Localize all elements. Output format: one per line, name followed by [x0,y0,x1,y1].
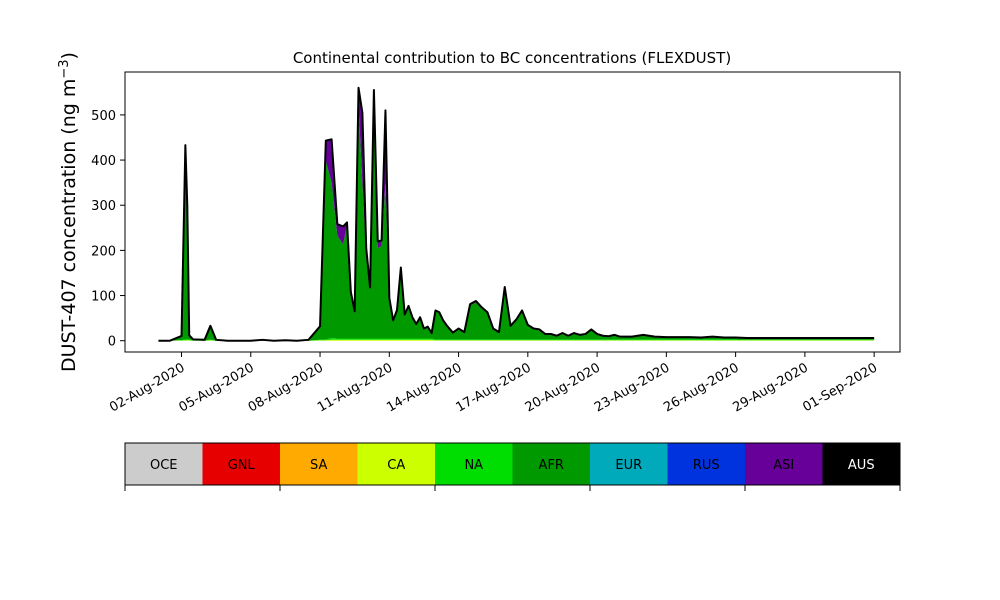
x-tick-label: 08-Aug-2020 [246,360,326,415]
x-tick-label: 01-Sep-2020 [800,360,880,415]
y-axis-label-unit-exponent: −3 [57,59,72,78]
x-tick-label: 14-Aug-2020 [384,360,464,415]
x-tick-label: 20-Aug-2020 [523,360,603,415]
legend-label-rus: RUS [693,458,720,473]
x-tick-label: 02-Aug-2020 [107,360,187,415]
y-tick-label: 400 [91,154,116,169]
stacked-area-layer [158,87,875,341]
legend-swatch-afr [512,443,590,485]
x-tick-label: 23-Aug-2020 [592,360,672,415]
y-tick-label: 500 [91,109,116,124]
legend-swatch-eur [590,443,668,485]
legend-swatch-gnl [202,443,280,485]
legend-label-asi: ASI [773,458,794,473]
y-axis-label-main: DUST-407 concentration (ng m [58,79,80,372]
area-series-na [158,338,875,341]
colorbar-legend: OCE GNL SA CA NA AFR EUR RUS ASI AUS [124,442,901,491]
x-tick-label: 05-Aug-2020 [176,360,256,415]
area-series-asi [158,87,875,341]
legend-swatch-asi [745,443,823,485]
legend-frame [124,442,901,486]
x-tick-label: 29-Aug-2020 [731,360,811,415]
area-series-rus [158,105,875,341]
legend-label-oce: OCE [150,458,178,473]
y-axis-ticks: 0 100 200 300 400 500 [91,109,125,350]
plot-frame [124,71,901,353]
legend-label-ca: CA [387,458,405,473]
legend-swatch-sa [280,443,358,485]
chart-title: Continental contribution to BC concentra… [293,49,731,67]
y-tick-label: 0 [108,335,116,350]
total-line-layer [158,86,875,342]
y-axis-label: DUST-407 concentration (ng m−3) [57,52,80,372]
legend-swatch-ca [357,443,435,485]
x-tick-label: 11-Aug-2020 [315,360,395,415]
legend-swatch-rus [667,443,745,485]
legend-label-gnl: GNL [228,458,256,473]
y-tick-label: 200 [91,244,116,259]
area-series-afr [158,105,875,341]
area-series-aus [158,87,875,341]
x-tick-label: 17-Aug-2020 [453,360,533,415]
legend-swatch-aus [822,443,900,485]
legend-label-aus: AUS [848,458,875,473]
y-axis-label-close: ) [58,52,80,59]
legend-label-sa: SA [310,458,327,473]
legend-swatch-oce [125,443,203,485]
y-tick-label: 300 [91,199,116,214]
y-tick-label: 100 [91,290,116,305]
x-axis-ticks: 02-Aug-202005-Aug-202008-Aug-202011-Aug-… [107,352,880,416]
legend-label-afr: AFR [539,458,564,473]
x-tick-label: 26-Aug-2020 [661,360,741,415]
legend-swatch-na [435,443,513,485]
area-series-eur [158,105,875,341]
total-concentration-line [158,86,875,342]
legend-label-eur: EUR [615,458,642,473]
legend-label-na: NA [464,458,483,473]
